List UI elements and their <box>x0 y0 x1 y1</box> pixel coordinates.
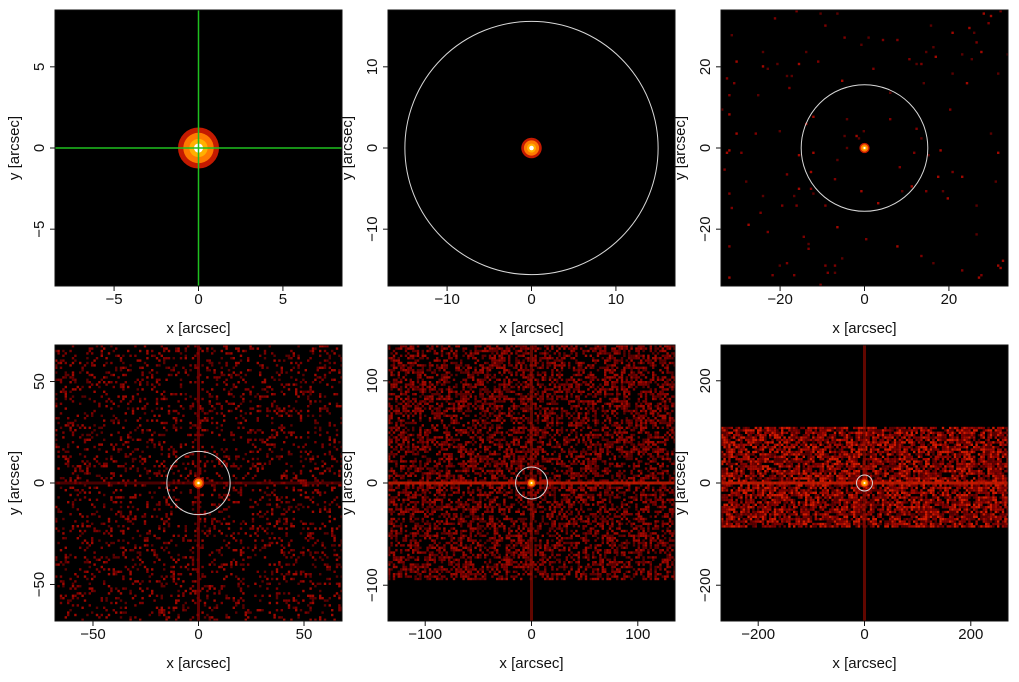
extraction-circle <box>515 466 548 500</box>
x-tick-label: 5 <box>279 291 287 308</box>
x-axis-label: x [arcsec] <box>499 320 563 337</box>
x-tick-label: 0 <box>527 291 535 308</box>
panel-5: −100 0 100 −100 0 100 x [arcsec] y [arcsec] <box>339 344 676 672</box>
x-axis-label: x [arcsec] <box>832 320 896 337</box>
source-core <box>863 146 866 150</box>
x-tick-label: 100 <box>625 626 650 643</box>
plot-frame <box>720 344 1009 622</box>
extraction-circle <box>166 450 231 516</box>
plot-frame <box>54 9 343 287</box>
panel-3: −20 0 20 −20 0 20 x [arcsec] y [arcsec] <box>672 9 1009 337</box>
y-tick-label: −50 <box>31 572 48 597</box>
x-axis-label: x [arcsec] <box>166 655 230 672</box>
y-tick-label: 0 <box>364 479 381 487</box>
x-tick-label: −100 <box>408 626 442 643</box>
y-tick-label: −10 <box>364 216 381 241</box>
plot-frame <box>387 344 676 622</box>
y-axis-label: y [arcsec] <box>672 451 689 515</box>
x-tick-label: 10 <box>608 291 625 308</box>
x-tick-label: 0 <box>860 291 868 308</box>
y-axis-label: y [arcsec] <box>339 451 356 515</box>
extraction-circle <box>800 84 929 212</box>
y-tick-label: 20 <box>697 58 714 75</box>
x-axis-label: x [arcsec] <box>832 655 896 672</box>
y-tick-label: 5 <box>31 63 48 71</box>
source-core <box>529 145 534 151</box>
y-tick-label: 0 <box>697 144 714 152</box>
y-axis-label: y [arcsec] <box>672 116 689 180</box>
x-tick-label: 0 <box>194 291 202 308</box>
x-tick-label: 0 <box>527 626 535 643</box>
y-tick-label: 100 <box>364 368 381 393</box>
image-layer <box>721 10 1008 286</box>
source-core <box>530 481 533 485</box>
y-axis-label: y [arcsec] <box>339 116 356 180</box>
x-tick-label: 0 <box>194 626 202 643</box>
y-axis-label: y [arcsec] <box>6 451 23 515</box>
y-tick-label: 200 <box>697 368 714 393</box>
image-layer <box>404 20 659 276</box>
plot-frame <box>720 9 1009 287</box>
x-tick-label: −10 <box>434 291 459 308</box>
x-tick-label: −20 <box>767 291 792 308</box>
y-tick-label: 0 <box>697 479 714 487</box>
extraction-circle <box>856 474 873 492</box>
source-core <box>197 481 200 485</box>
x-tick-label: 20 <box>941 291 958 308</box>
y-tick-label: −5 <box>31 221 48 238</box>
plot-frame <box>54 344 343 622</box>
y-tick-label: −200 <box>697 568 714 602</box>
source-core <box>863 481 866 485</box>
x-axis-label: x [arcsec] <box>166 320 230 337</box>
y-tick-label: −20 <box>697 216 714 241</box>
x-tick-label: −200 <box>741 626 775 643</box>
extraction-circle <box>404 20 659 276</box>
plot-frame <box>387 9 676 287</box>
y-axis-label: y [arcsec] <box>6 116 23 180</box>
image-layer <box>55 10 342 286</box>
x-tick-label: 50 <box>296 626 313 643</box>
image-layer <box>55 345 342 621</box>
y-tick-label: 0 <box>31 144 48 152</box>
panel-6: −200 0 200 −200 0 200 x [arcsec] y [arcsec] <box>672 344 1009 672</box>
y-tick-label: −100 <box>364 568 381 602</box>
background-noise <box>721 10 1008 286</box>
panel-4: −50 0 50 −50 0 50 x [arcsec] y [arcsec] <box>6 344 343 672</box>
y-tick-label: 0 <box>31 479 48 487</box>
panel-1: −5 0 5 −5 0 5 x [arcsec] y [arcsec] <box>6 9 343 337</box>
background-noise <box>721 426 1008 528</box>
background-noise <box>55 345 342 621</box>
x-axis-label: x [arcsec] <box>499 655 563 672</box>
image-layer <box>388 345 675 621</box>
x-tick-label: −5 <box>106 291 123 308</box>
background-noise <box>388 345 675 581</box>
panel-2: −10 0 10 −10 0 10 x [arcsec] y [arcsec] <box>339 9 676 337</box>
y-tick-label: 50 <box>31 373 48 390</box>
x-tick-label: 0 <box>860 626 868 643</box>
image-layer <box>721 345 1008 621</box>
y-tick-label: 0 <box>364 144 381 152</box>
x-tick-label: −50 <box>80 626 105 643</box>
x-tick-label: 200 <box>958 626 983 643</box>
y-tick-label: 10 <box>364 58 381 75</box>
